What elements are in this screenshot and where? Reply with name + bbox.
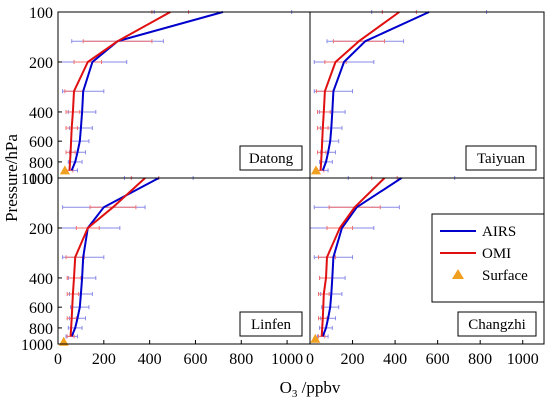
x-tick-label: 0 — [306, 351, 314, 368]
error-bars-airs — [313, 10, 488, 173]
error-bars-omi — [65, 176, 160, 339]
x-tick-label: 400 — [383, 351, 407, 368]
line-omi — [319, 11, 400, 171]
station-label-box — [465, 145, 537, 171]
x-axis-title-unit: /ppbv — [297, 378, 340, 397]
line-airs — [321, 177, 403, 337]
station-label-box — [239, 145, 303, 171]
station-label: Taiyuan — [477, 151, 526, 167]
x-axis-title-main: O — [280, 378, 292, 397]
legend-box — [431, 213, 545, 303]
station-label-box — [457, 311, 537, 337]
plot-area: Datong Taiyuan Linfen Changzhi 0 200 400 600 800… — [21, 5, 545, 368]
panel-linfen: Linfen — [57, 176, 311, 346]
line-airs — [70, 11, 224, 171]
y-tick-label: 200 — [29, 221, 53, 238]
surface-marker — [59, 165, 70, 175]
error-bars-omi — [318, 176, 398, 339]
line-omi — [69, 177, 146, 337]
x-axis-title: O3 /ppbv — [280, 378, 341, 400]
surface-marker — [310, 165, 321, 175]
legend-label-airs: AIRS — [482, 224, 516, 240]
legend-marker-surface — [452, 269, 464, 279]
x-tick-label: 200 — [341, 351, 365, 368]
station-label: Linfen — [251, 317, 291, 333]
y-axis-title: Pressure/hPa — [2, 134, 21, 222]
station-label: Changzhi — [468, 317, 526, 333]
x-tick-label: 0 — [54, 351, 62, 368]
panel-datong: Datong — [57, 10, 311, 179]
y-tick-label: 600 — [29, 134, 53, 151]
x-axis-title-subscript: 3 — [292, 388, 298, 400]
x-tick-label: 600 — [183, 351, 207, 368]
panel-changzhi: Changzhi — [309, 176, 545, 345]
y-tick-label: 800 — [29, 321, 53, 338]
legend-label-surface: Surface — [482, 268, 528, 284]
station-label: Datong — [249, 151, 294, 167]
x-tick-label: 1000 — [507, 351, 539, 368]
line-airs — [321, 11, 430, 171]
y-tick-label: 1000 — [21, 337, 53, 354]
surface-marker — [310, 333, 321, 343]
y-tick-label: 600 — [29, 300, 53, 317]
x-tick-label: 200 — [92, 351, 116, 368]
x-tick-label: 400 — [138, 351, 162, 368]
line-airs — [70, 177, 160, 337]
error-bars-omi — [315, 10, 417, 173]
y-tick-label: 1000 — [21, 171, 53, 188]
legend-label-omi: OMI — [482, 246, 511, 262]
x-tick-label: 1000 — [271, 351, 303, 368]
y-tick-label: 200 — [29, 55, 53, 72]
y-tick-label: 800 — [29, 155, 53, 172]
station-label-box — [239, 311, 303, 337]
y-tick-label: 400 — [29, 271, 53, 288]
line-omi — [68, 11, 171, 171]
x-tick-label: 800 — [229, 351, 253, 368]
x-tick-label: 600 — [426, 351, 450, 368]
panel-taiyuan: Taiyuan — [309, 10, 545, 179]
x-tick-label: 800 — [468, 351, 492, 368]
line-omi — [320, 177, 386, 337]
y-tick-label: 100 — [29, 5, 53, 22]
y-tick-label: 100 — [29, 171, 53, 188]
y-tick-label: 400 — [29, 105, 53, 122]
legend: AIRS OMI Surface — [431, 213, 545, 303]
